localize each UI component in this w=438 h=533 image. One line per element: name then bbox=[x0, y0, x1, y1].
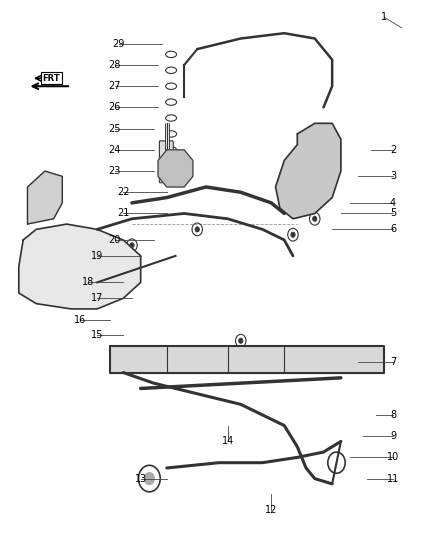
Polygon shape bbox=[158, 150, 193, 187]
Text: 29: 29 bbox=[113, 39, 125, 49]
Text: 15: 15 bbox=[91, 330, 103, 341]
Circle shape bbox=[313, 216, 317, 221]
Text: 5: 5 bbox=[390, 208, 396, 219]
Text: 16: 16 bbox=[74, 314, 86, 325]
Text: 8: 8 bbox=[390, 410, 396, 420]
Text: 28: 28 bbox=[108, 60, 121, 70]
Text: 10: 10 bbox=[387, 453, 399, 463]
Circle shape bbox=[291, 232, 295, 237]
Text: 9: 9 bbox=[390, 431, 396, 441]
Text: 14: 14 bbox=[222, 437, 234, 447]
Text: 22: 22 bbox=[117, 187, 130, 197]
Polygon shape bbox=[110, 346, 385, 373]
Text: 7: 7 bbox=[390, 357, 396, 367]
Text: 18: 18 bbox=[82, 277, 95, 287]
Text: 21: 21 bbox=[117, 208, 130, 219]
Text: FRT: FRT bbox=[42, 74, 60, 83]
Text: 25: 25 bbox=[108, 124, 121, 134]
Text: 24: 24 bbox=[108, 145, 121, 155]
Text: 12: 12 bbox=[265, 505, 277, 515]
Text: 1: 1 bbox=[381, 12, 388, 22]
Circle shape bbox=[300, 158, 321, 184]
Circle shape bbox=[78, 285, 82, 290]
Polygon shape bbox=[19, 224, 141, 309]
Circle shape bbox=[313, 359, 317, 365]
Text: 4: 4 bbox=[390, 198, 396, 208]
Circle shape bbox=[239, 338, 243, 343]
Text: 23: 23 bbox=[108, 166, 121, 176]
Text: 3: 3 bbox=[390, 172, 396, 181]
Circle shape bbox=[130, 243, 134, 248]
Text: 11: 11 bbox=[387, 474, 399, 483]
Polygon shape bbox=[276, 123, 341, 219]
FancyBboxPatch shape bbox=[159, 141, 173, 183]
Text: 26: 26 bbox=[108, 102, 121, 112]
Circle shape bbox=[86, 264, 91, 269]
Text: 13: 13 bbox=[134, 474, 147, 483]
Text: 6: 6 bbox=[390, 224, 396, 235]
Text: 20: 20 bbox=[108, 235, 121, 245]
Text: 17: 17 bbox=[91, 293, 103, 303]
Circle shape bbox=[144, 472, 155, 485]
Text: 19: 19 bbox=[91, 251, 103, 261]
Polygon shape bbox=[28, 171, 62, 224]
Text: 27: 27 bbox=[108, 81, 121, 91]
Circle shape bbox=[195, 227, 199, 232]
Text: 2: 2 bbox=[390, 145, 396, 155]
